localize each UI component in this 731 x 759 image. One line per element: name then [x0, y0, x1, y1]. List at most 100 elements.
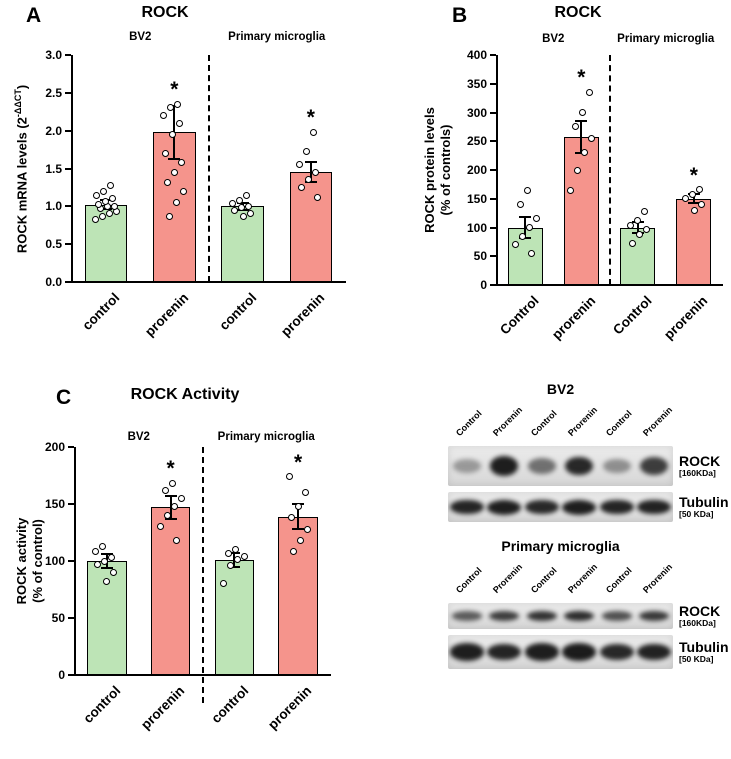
data-point	[166, 104, 174, 112]
y-tick-label: 0	[58, 668, 65, 682]
blot-band	[599, 643, 634, 661]
x-axis	[71, 281, 346, 283]
y-axis	[71, 55, 73, 282]
data-point	[99, 542, 107, 550]
panel-b: B ROCK 0 50 100 150 200 250 300 350 400 Control * p…	[368, 0, 731, 378]
lane-label: Prorenin	[491, 561, 525, 595]
data-point	[157, 523, 165, 531]
blot-band	[637, 643, 672, 661]
group-label: BV2	[542, 33, 565, 45]
y-tick-label: 350	[466, 76, 487, 91]
blot-band	[526, 610, 557, 622]
molecular-weight: [50 KDa]	[679, 653, 714, 664]
blot-group: Primary microglia Control Prorenin Control P…	[448, 538, 731, 669]
error-bar	[580, 120, 583, 153]
data-point	[172, 199, 180, 207]
data-point	[94, 560, 102, 568]
data-point	[629, 240, 637, 248]
data-point	[314, 193, 322, 201]
data-point	[238, 204, 246, 212]
data-point	[229, 199, 237, 207]
x-tick-label: Control	[497, 293, 542, 338]
data-point	[289, 548, 297, 556]
blot-band	[639, 611, 670, 621]
data-point	[587, 134, 595, 142]
data-point	[92, 548, 100, 556]
data-point	[240, 213, 248, 221]
blot-strip	[448, 446, 673, 486]
y-tick	[490, 226, 496, 229]
y-tick-label: 0	[480, 278, 487, 292]
y-tick-label: 300	[466, 105, 487, 120]
data-point	[566, 186, 574, 194]
lane-label: Control	[453, 565, 484, 595]
error-bar-cap	[304, 161, 317, 164]
data-point	[231, 206, 239, 214]
data-point	[287, 514, 295, 522]
blot-row-label: Tubulin [50 KDa]	[679, 640, 729, 664]
y-axis	[74, 447, 76, 675]
data-point	[518, 232, 526, 240]
data-point	[525, 224, 533, 231]
panel-a: A ROCK 0.0 0.5 1.0 1.5 2.0 2.5 3.0 control * pror…	[0, 0, 368, 378]
blot-band	[602, 459, 631, 473]
panel-b-title: ROCK	[554, 4, 602, 21]
blot-band	[487, 499, 522, 515]
y-tick-label: 200	[44, 440, 65, 454]
data-point	[103, 578, 111, 586]
data-point	[310, 128, 318, 136]
data-point	[162, 486, 170, 494]
error-bar	[692, 194, 695, 204]
lane-label: Prorenin	[641, 561, 675, 595]
y-tick	[65, 281, 71, 283]
molecular-weight: [50 KDa]	[679, 508, 714, 519]
y-tick-label: 50	[51, 611, 65, 625]
data-point	[301, 489, 309, 497]
blot-band	[524, 643, 559, 661]
x-tick-label: prorenin	[661, 293, 711, 343]
error-bar-cap	[100, 553, 113, 556]
data-point	[168, 130, 176, 138]
y-tick-label: 3.0	[45, 48, 62, 62]
data-point	[641, 207, 649, 215]
blot-row-label: ROCK [160KDa]	[679, 454, 720, 478]
y-tick-label: 1.5	[45, 161, 62, 176]
molecular-weight: [160KDa]	[679, 617, 716, 628]
data-point	[243, 192, 251, 200]
blot-strip	[448, 492, 673, 522]
significance-asterisk: *	[166, 457, 175, 481]
blot-band	[640, 457, 669, 475]
error-bar-cap	[236, 201, 249, 204]
data-point	[298, 183, 306, 191]
data-point	[231, 546, 239, 554]
x-tick-label: control	[80, 683, 124, 726]
data-point	[523, 186, 531, 194]
blot-band	[451, 611, 482, 621]
blot-band	[527, 458, 556, 474]
data-point	[179, 187, 187, 195]
significance-asterisk: *	[689, 163, 698, 187]
data-point	[573, 166, 581, 174]
data-point	[532, 215, 540, 223]
blot-band	[489, 611, 520, 621]
error-bar-cap	[100, 566, 113, 569]
y-tick	[490, 197, 496, 200]
y-tick-label: 100	[44, 554, 65, 568]
blot-row: Tubulin [50 KDa]	[448, 635, 731, 669]
blot-group-title: Primary microglia	[501, 538, 620, 554]
error-bar-cap	[304, 181, 317, 184]
x-tick-label: prorenin	[548, 293, 598, 343]
blot-row-label: ROCK [160KDa]	[679, 604, 720, 628]
panel-b-letter: B	[452, 4, 468, 27]
y-tick-label: 200	[466, 163, 487, 177]
y-tick	[68, 617, 74, 619]
data-point	[636, 230, 644, 238]
y-tick	[65, 129, 71, 132]
y-axis-label: ROCK activity (% of control)	[13, 517, 45, 605]
lane-label: Prorenin	[566, 561, 600, 595]
blot-band	[599, 499, 634, 515]
y-tick-label: 1.0	[45, 199, 62, 214]
data-point	[163, 178, 171, 186]
blot-strip	[448, 635, 673, 669]
data-point	[294, 502, 302, 510]
